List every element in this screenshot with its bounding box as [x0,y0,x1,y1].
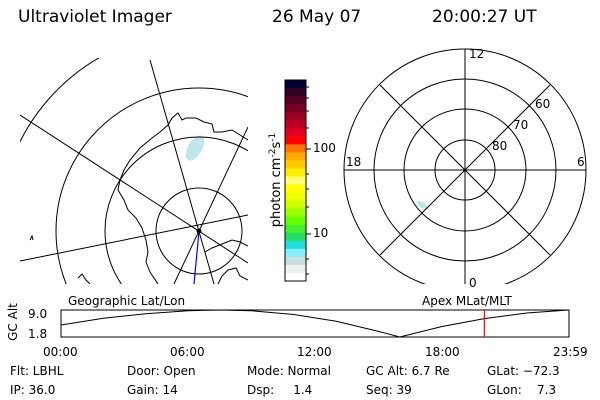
time-label: 20:00:27 UT [432,7,537,27]
x-tick-label: 06:00 [170,345,205,359]
mlt-label-0: 0 [469,276,477,290]
colorbar-swatch [285,272,306,282]
x-tick-label: 00:00 [43,345,78,359]
colorbar-tick-label: 100 [313,141,336,155]
seq-status: Seq: 39 [366,383,412,397]
coastline [77,273,91,284]
lat-circle [155,187,243,275]
colorbar-swatch [285,136,306,145]
instrument-title: Ultraviolet Imager [18,7,172,27]
mlt-label-18: 18 [346,155,362,169]
mlat-label-60: 60 [535,97,551,111]
x-tick-label: 23:59 [553,345,588,359]
lon-line [20,214,248,262]
gc-alt-status: GC Alt: 6.7 Re [366,364,450,378]
x-tick-label: 12:00 [297,345,332,359]
mlt-label-6: 6 [577,155,585,169]
colorbar-swatch [285,184,306,194]
coastline [217,267,248,284]
lat-circle [104,136,248,284]
coastline [204,239,248,253]
mode-status: Mode: Normal [247,364,331,378]
colorbar-swatch [285,160,306,169]
colorbar-swatch [285,216,306,226]
glat-status: GLat: −72.3 [487,364,560,378]
colorbar-swatch [285,192,306,202]
colorbar-swatch [285,168,306,177]
colorbar-swatch [285,232,306,242]
colorbar-swatch [285,144,306,153]
altitude-line [60,309,569,338]
plot-frame [60,309,570,338]
x-tick-label: 18:00 [425,345,460,359]
colorbar-swatch [285,112,306,121]
coastline [117,179,159,284]
dsp-status: Dsp: 1.4 [247,383,313,397]
satellite-track [193,230,200,284]
colorbar-swatch [285,200,306,210]
colorbar-swatch [285,264,306,274]
colorbar-swatch [285,240,306,250]
colorbar-swatch [285,248,306,258]
lat-circle [20,58,100,144]
mlt-line [379,84,551,256]
pole-marker [196,228,202,234]
colorbar-swatch [285,208,306,218]
aurora-patch [416,200,428,210]
lon-line [149,59,215,284]
ip-status: IP: 36.0 [10,383,56,397]
filter-status: Flt: LBHL [10,364,64,378]
colorbar-swatch [285,104,306,113]
geographic-label: Geographic Lat/Lon [68,294,186,308]
lon-line [173,126,248,284]
colorbar-swatch [285,256,306,266]
coastline [119,112,248,181]
colorbar-swatch [285,88,306,97]
lat-circle [55,87,248,284]
y-tick-label: 9.0 [28,307,48,321]
gain-status: Gain: 14 [127,383,178,397]
colorbar-tick-label: 10 [313,226,329,240]
apex-label: Apex MLat/MLT [422,294,512,308]
aurora-patch [185,135,205,161]
colorbar-swatch [285,176,306,186]
door-status: Door: Open [127,364,196,378]
mlat-label-70: 70 [513,118,529,132]
mlt-label-12: 12 [469,47,485,61]
colorbar-swatch [285,96,306,105]
colorbar-swatch [285,224,306,234]
mlat-label-80: 80 [492,139,508,153]
colorbar-swatch [285,128,306,137]
glon-status: GLon: 7.3 [487,383,557,397]
lon-line [20,114,248,264]
date-label: 26 May 07 [272,7,362,27]
colorbar-swatch [285,80,306,89]
y-tick-label: 1.8 [28,327,48,341]
colorbar-swatch [285,120,306,129]
colorbar-swatch [285,152,306,161]
coastline [29,234,34,241]
